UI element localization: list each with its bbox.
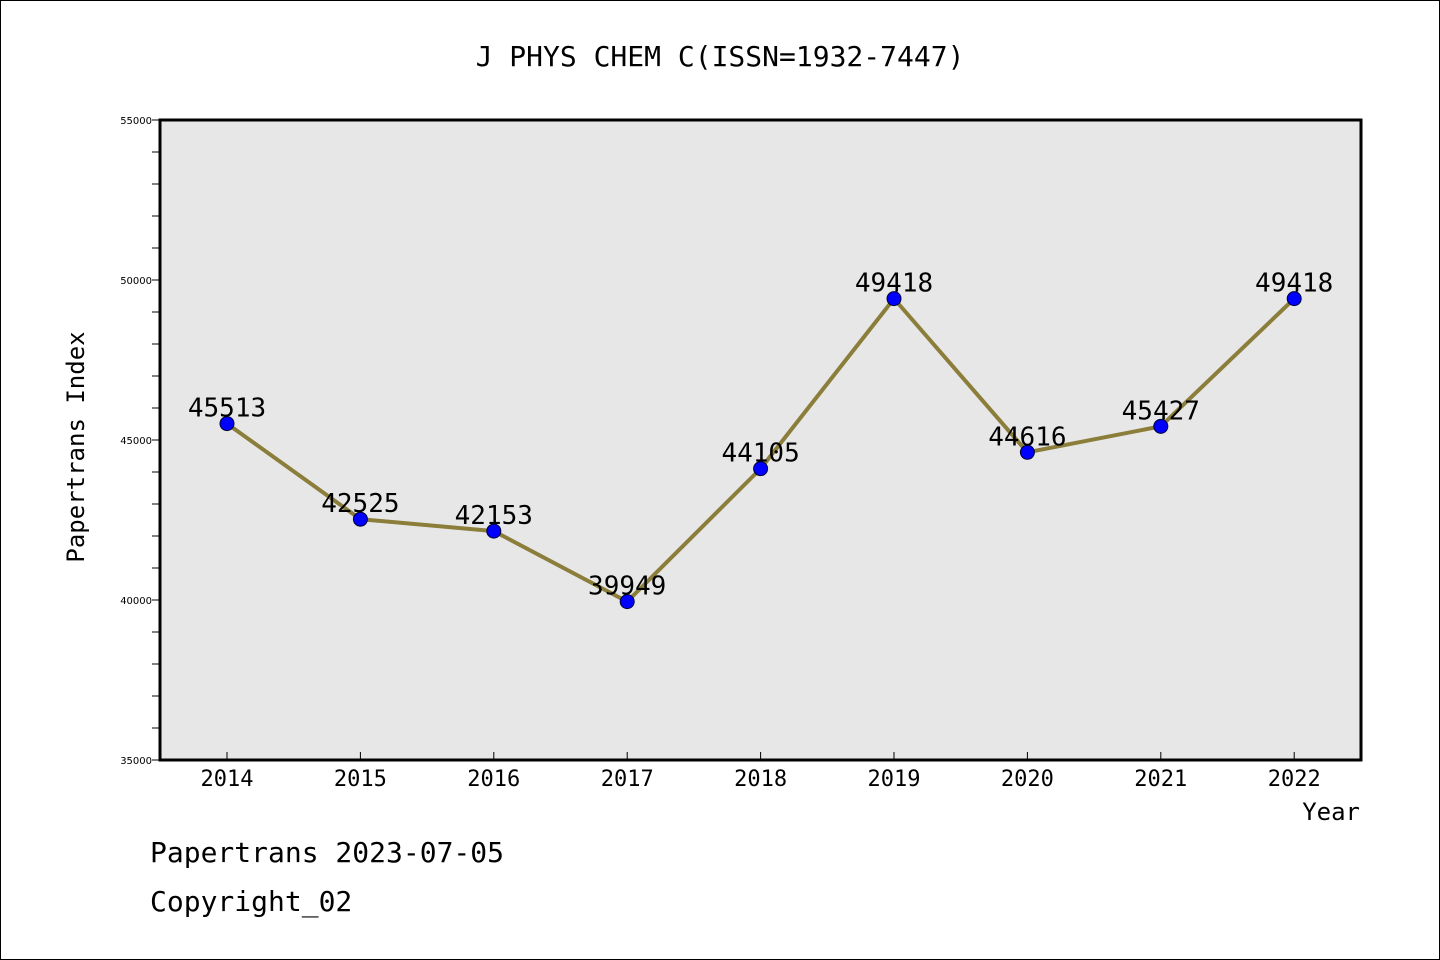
data-label: 42153 [455,501,533,531]
data-label: 44616 [988,422,1066,452]
data-point [219,416,235,432]
x-tick-label: 2021 [1134,767,1187,792]
plot-area [158,118,1363,762]
y-tick-label: 55000 [120,116,152,127]
data-point [486,523,502,539]
y-tick-label: 50000 [120,276,152,287]
x-tick-label: 2017 [601,767,654,792]
x-tick-label: 2019 [868,767,921,792]
x-tick-label: 2018 [734,767,787,792]
data-point [886,291,902,307]
data-label-layer: 45513 42525 42153 39949 44105 49418 44616 45427… [188,269,1333,602]
y-tick-label: 35000 [120,756,152,767]
data-point [1286,291,1302,307]
data-label: 45513 [188,394,266,424]
y-axis-label: Papertrans Index [62,331,90,562]
footer-copyright: Copyright_02 [150,885,353,918]
footer-date: Papertrans 2023-07-05 [150,836,505,869]
data-point [352,511,368,527]
data-label: 45427 [1122,396,1200,426]
x-axis-label: Year [1302,798,1360,826]
x-tick-label: 2014 [201,767,254,792]
y-axis-ticks: 35000 40000 45000 50000 55000 [120,116,160,767]
data-label: 42525 [321,489,399,519]
chart-title: J PHYS CHEM C(ISSN=1932-7447) [476,40,965,73]
data-label: 39949 [588,572,666,602]
data-point [619,594,635,610]
x-axis-ticks: 2014 2015 2016 2017 2018 2019 2020 2021 2022 [201,752,1321,792]
data-point [1153,418,1169,434]
x-tick-label: 2016 [467,767,520,792]
y-tick-label: 40000 [120,596,152,607]
data-label: 49418 [855,269,933,299]
x-tick-label: 2022 [1268,767,1321,792]
x-tick-label: 2020 [1001,767,1054,792]
data-point [753,461,769,477]
x-tick-label: 2015 [334,767,387,792]
y-tick-label: 45000 [120,436,152,447]
data-point [1019,444,1035,460]
data-label: 49418 [1255,269,1333,299]
series-layer [219,291,1302,610]
data-label: 44105 [721,439,799,469]
